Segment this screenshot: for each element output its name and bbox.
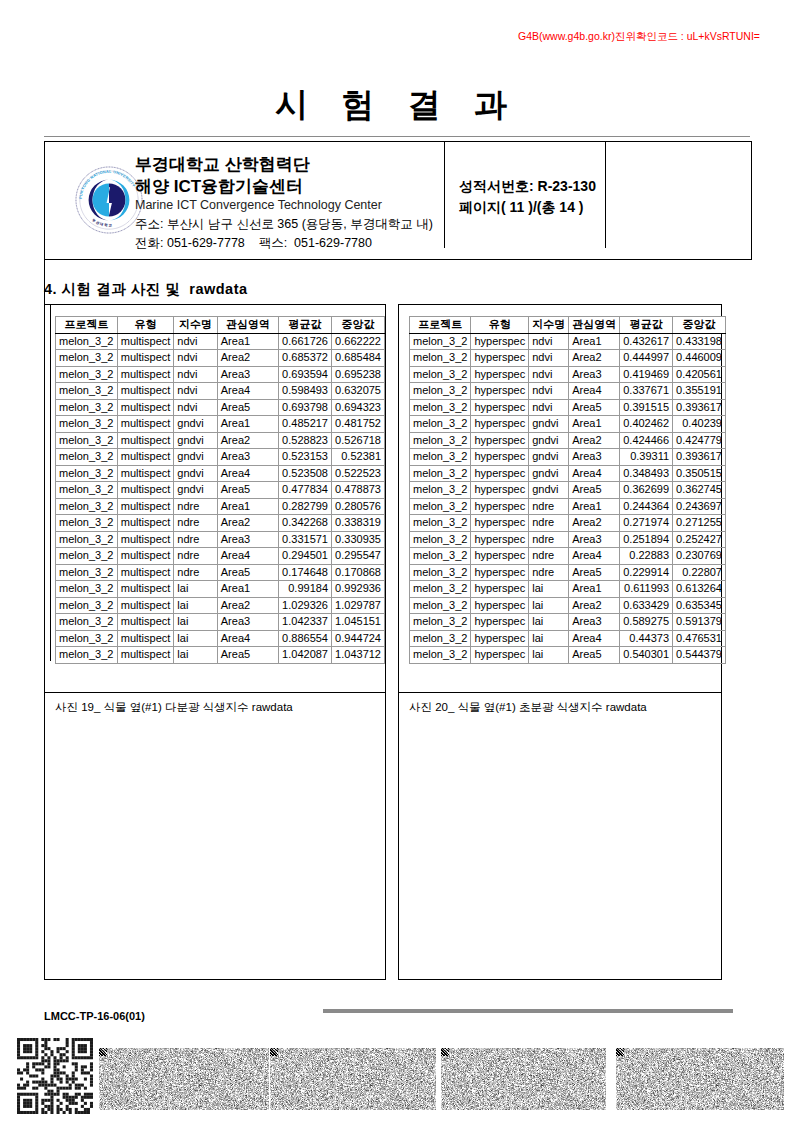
svg-text:부 경 대 학 교: 부 경 대 학 교 — [91, 218, 112, 228]
